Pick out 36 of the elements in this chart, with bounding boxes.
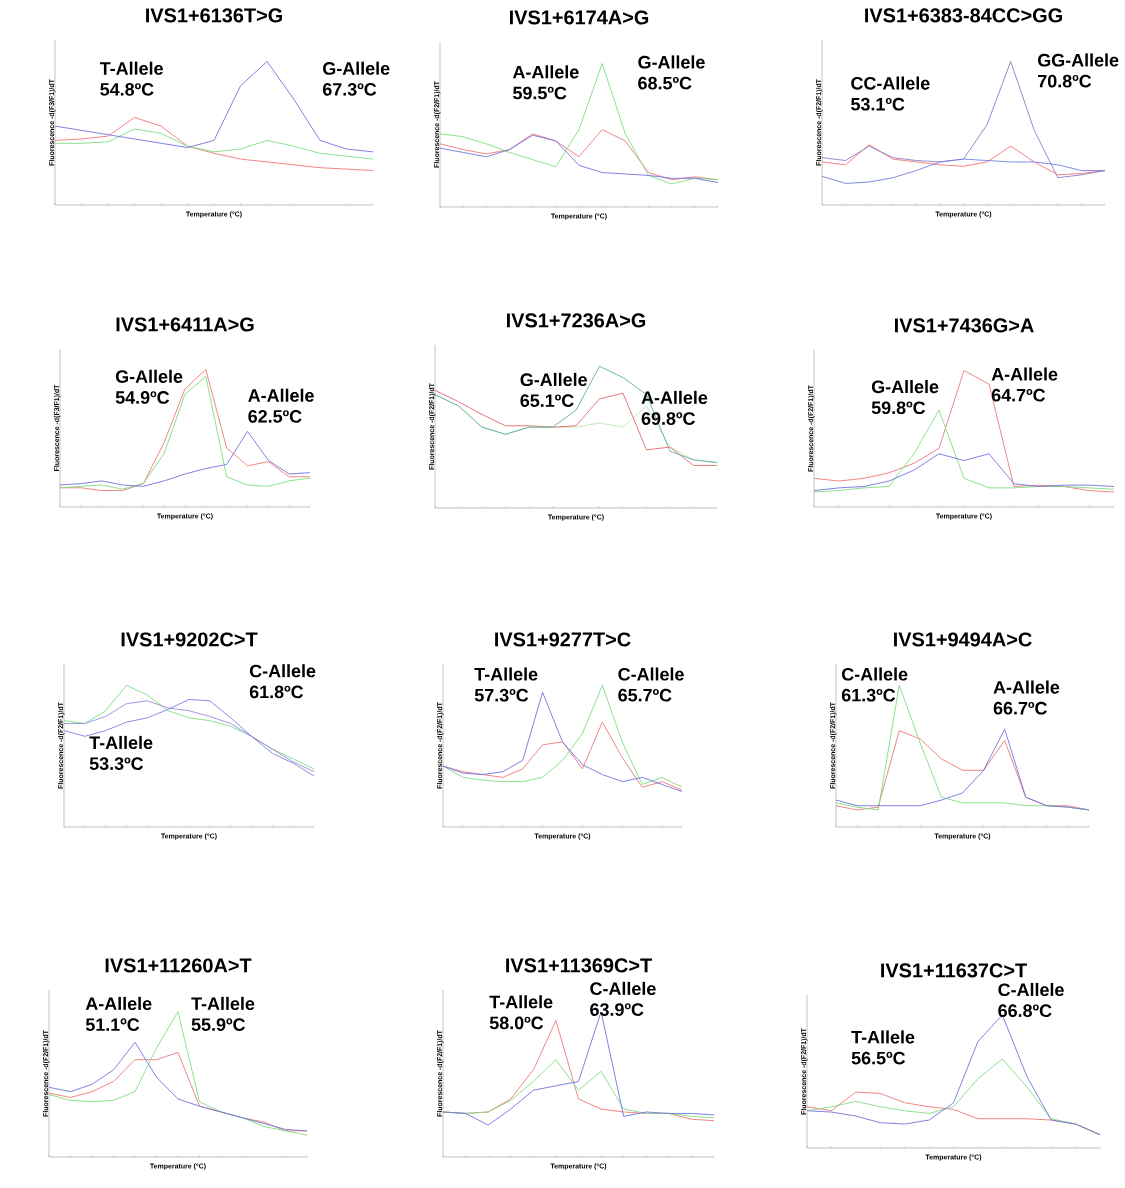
annotation: C-Allele 61.8ºC (249, 664, 316, 699)
chart-title: IVS1+9277T>C (495, 632, 631, 647)
annotation: GG-Allele 70.8ºC (1038, 53, 1119, 88)
annotation: A-Allele 59.5ºC (512, 65, 579, 100)
annotation: A-Allele 51.1ºC (85, 996, 152, 1031)
annotation: T-Allele 54.8ºC (99, 61, 163, 96)
annotation: C-Allele 63.9ºC (590, 981, 656, 1016)
chart-title: IVS1+9202C>T (121, 632, 258, 647)
annotation: T-Allele 57.3ºC (474, 667, 538, 702)
chart-title: IVS1+7436G>A (894, 318, 1034, 333)
annotation: G-Allele 59.8ºC (871, 380, 939, 415)
chart-title: IVS1+6411A>G (116, 317, 254, 332)
chart-title: IVS1+11369C>T (506, 958, 652, 973)
annotation: A-Allele 69.8ºC (641, 390, 708, 425)
chart-title: IVS1+7236A>G (506, 313, 646, 328)
annotation: A-Allele 62.5ºC (248, 388, 314, 423)
chart-title: IVS1+9494A>C (894, 632, 1032, 647)
annotation: G-Allele 67.3ºC (322, 61, 390, 96)
annotation: T-Allele 55.9ºC (191, 996, 255, 1031)
annotation: G-Allele 68.5ºC (638, 55, 705, 90)
chart-title: IVS1+6174A>G (509, 10, 649, 25)
annotation: T-Allele 53.3ºC (89, 735, 153, 771)
annotation: G-Allele 65.1ºC (520, 372, 587, 407)
chart-title: IVS1+11260A>T (105, 958, 252, 973)
chart-title: IVS1+6136T>G (146, 8, 282, 23)
chart-title: IVS1+6383-84CC>GG (865, 8, 1062, 23)
annotation: T-Allele 58.0ºC (489, 995, 553, 1030)
annotation: A-Allele 66.7ºC (993, 680, 1060, 715)
annotation: T-Allele 56.5ºC (851, 1030, 915, 1065)
annotation: C-Allele 66.8ºC (998, 982, 1064, 1018)
annotation: C-Allele 61.3ºC (841, 667, 908, 702)
annotation: C-Allele 65.7ºC (618, 667, 684, 702)
annotation: CC-Allele 53.1ºC (851, 76, 930, 111)
chart-title: IVS1+11637C>T (881, 963, 1027, 978)
annotation: G-Allele 54.9ºC (115, 369, 183, 404)
annotation: A-Allele 64.7ºC (991, 367, 1058, 402)
